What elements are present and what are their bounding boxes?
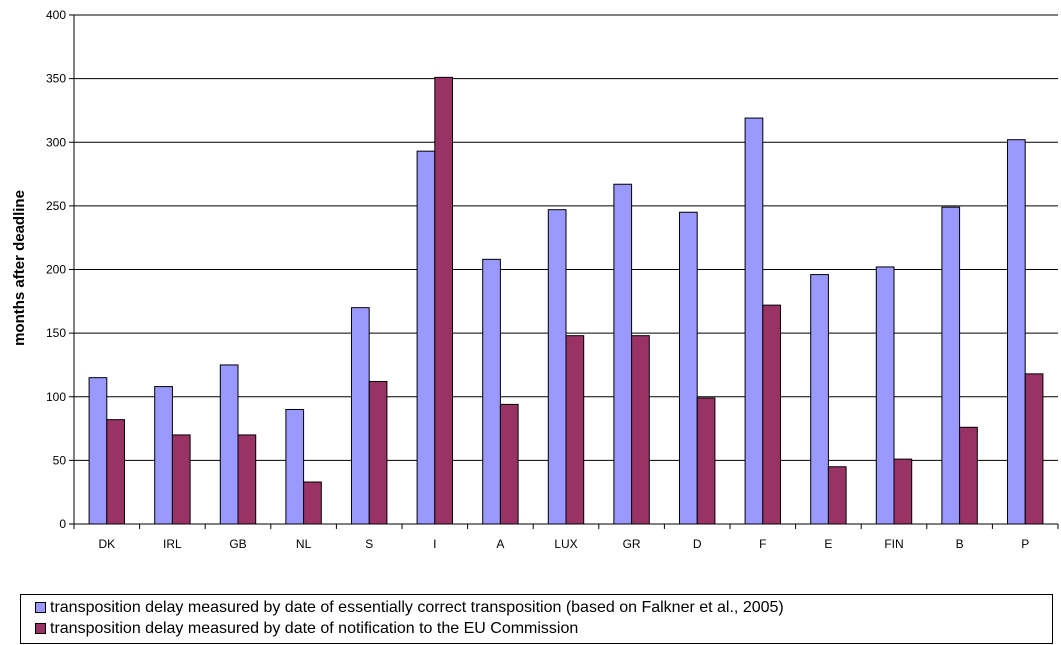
y-tick-label: 0 <box>59 517 66 531</box>
y-tick-label: 400 <box>46 8 66 22</box>
x-tick-label: GR <box>623 537 641 551</box>
x-tick-label: DK <box>98 537 115 551</box>
x-tick-label: NL <box>296 537 312 551</box>
x-tick-label: LUX <box>554 537 577 551</box>
x-tick-labels: DK IRL GB NL S I A LUX GR D F E FIN B P <box>98 537 1029 551</box>
bar-p-series-2 <box>1024 373 1044 525</box>
bar-fin-series-2 <box>893 458 913 525</box>
bar-irl-series-2 <box>171 434 191 525</box>
axes <box>69 14 1059 529</box>
bar-p-series-1 <box>1006 139 1026 525</box>
bar-s-series-1 <box>350 307 370 525</box>
bar-gb-series-2 <box>237 434 257 525</box>
x-tick-label: S <box>365 537 373 551</box>
legend-label-series-2: transposition delay measured by date of … <box>50 619 579 637</box>
bar-d-series-1 <box>678 211 698 525</box>
bar-i-series-2 <box>434 76 454 525</box>
y-tick-label: 350 <box>46 72 66 86</box>
bars <box>88 76 1044 525</box>
bar-dk-series-1 <box>88 377 108 525</box>
bar-fin-series-1 <box>875 266 895 525</box>
bar-gb-series-1 <box>219 364 239 525</box>
y-tick-label: 100 <box>46 390 66 404</box>
y-tick-label: 300 <box>46 135 66 149</box>
bar-lux-series-2 <box>565 335 585 525</box>
legend-item-series-2: transposition delay measured by date of … <box>35 618 1052 639</box>
bar-gr-series-2 <box>631 335 650 525</box>
bar-f-series-1 <box>744 117 764 525</box>
x-tick-label: A <box>496 537 504 551</box>
bar-chart: 0 50 100 150 200 250 300 350 400 DK IRL GB NL S I A LUX… <box>11 8 1059 551</box>
bar-b-series-2 <box>959 426 978 525</box>
bar-e-series-1 <box>810 274 829 525</box>
bar-f-series-2 <box>762 304 782 525</box>
y-tick-label: 250 <box>46 199 66 213</box>
legend: transposition delay measured by date of … <box>20 594 1053 644</box>
x-tick-label: D <box>693 537 702 551</box>
bar-a-series-2 <box>499 403 519 525</box>
bar-b-series-1 <box>941 206 961 525</box>
y-tick-labels: 0 50 100 150 200 250 300 350 400 <box>46 8 66 531</box>
bar-e-series-2 <box>827 466 847 525</box>
bar-nl-series-2 <box>303 481 322 525</box>
x-tick-label: P <box>1021 537 1029 551</box>
legend-swatch-series-1 <box>35 602 46 613</box>
x-tick-label: GB <box>229 537 246 551</box>
y-tick-label: 200 <box>46 263 66 277</box>
bar-i-series-1 <box>416 150 436 525</box>
x-tick-label: IRL <box>163 537 182 551</box>
bar-nl-series-1 <box>285 408 305 525</box>
x-tick-label: F <box>759 537 766 551</box>
legend-label-series-1: transposition delay measured by date of … <box>50 598 784 616</box>
bar-dk-series-2 <box>106 419 126 525</box>
bar-d-series-2 <box>696 397 716 525</box>
legend-item-series-1: transposition delay measured by date of … <box>35 597 1052 618</box>
y-axis-title: months after deadline <box>11 190 28 346</box>
x-tick-label: E <box>824 537 832 551</box>
y-tick-label: 150 <box>46 326 66 340</box>
y-tick-label: 50 <box>53 453 67 467</box>
bar-lux-series-1 <box>547 209 567 525</box>
x-tick-label: B <box>956 537 964 551</box>
legend-swatch-series-2 <box>35 623 46 634</box>
x-tick-label: FIN <box>884 537 903 551</box>
bar-s-series-2 <box>368 380 388 525</box>
x-tick-label: I <box>433 537 436 551</box>
bar-a-series-1 <box>482 258 501 525</box>
bar-irl-series-1 <box>154 386 173 525</box>
bar-gr-series-1 <box>613 183 633 525</box>
